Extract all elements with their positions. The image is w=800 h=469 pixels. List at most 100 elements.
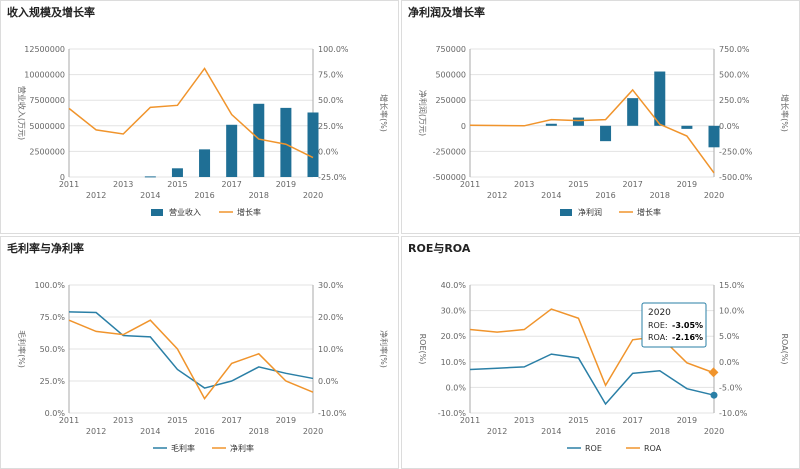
x-tick-label: 2011 — [460, 180, 480, 189]
left-tick-label: 7500000 — [29, 96, 65, 105]
bar — [572, 117, 584, 126]
right-axis-title: 增长率(%) — [379, 94, 389, 132]
x-tick-label: 2017 — [221, 416, 241, 425]
right-tick-label: 0.0% — [719, 358, 740, 367]
x-tick-label: 2020 — [303, 191, 323, 200]
net-profit-panel: 净利润及增长率 750000 500000 250000 0 -250000 -50000… — [401, 0, 800, 234]
x-tick-label: 2017 — [622, 416, 642, 425]
x-tick-label: 2013 — [514, 180, 534, 189]
right-tick-label: 50.0% — [318, 96, 344, 105]
x-tick-label: 2012 — [86, 427, 106, 436]
x-tick-label: 2014 — [541, 427, 561, 436]
bar — [545, 123, 557, 126]
x-tick-label: 2015 — [568, 416, 588, 425]
right-tick-label: 5.0% — [719, 332, 740, 341]
roe-point-marker — [710, 391, 718, 399]
right-tick-label: 0.0% — [318, 377, 339, 386]
x-tick-label: 2012 — [86, 191, 106, 200]
roa-point-marker — [708, 367, 719, 378]
x-tick-label: 2014 — [541, 191, 561, 200]
bar — [600, 125, 612, 142]
x-tick-label: 2014 — [140, 191, 160, 200]
right-tick-label: 250.0% — [719, 96, 750, 105]
bar — [708, 125, 720, 148]
bar — [627, 98, 639, 126]
tooltip-roe-value: -3.05% — [672, 321, 703, 330]
legend-label: 净利润 — [578, 207, 602, 217]
panel-title: 收入规模及增长率 — [7, 6, 95, 19]
series-line — [68, 311, 314, 389]
left-tick-label: 250000 — [435, 96, 466, 105]
x-tick-label: 2013 — [113, 180, 133, 189]
x-tick-label: 2020 — [704, 427, 724, 436]
margin-chart: 100.0% 75.0% 50.0% 25.0% 0.0% 30.0% 20.0% 10.0%… — [17, 281, 389, 453]
panel-title: ROE与ROA — [408, 242, 471, 255]
left-tick-label: 0.0% — [45, 409, 66, 418]
left-tick-label: 5000000 — [29, 122, 65, 131]
x-tick-label: 2013 — [514, 416, 534, 425]
legend-label: 增长率 — [237, 207, 261, 217]
bar — [171, 168, 183, 177]
left-tick-label: 500000 — [435, 71, 466, 80]
right-tick-label: 20.0% — [318, 313, 344, 322]
x-tick-label: 2020 — [303, 427, 323, 436]
x-tick-label: 2016 — [194, 427, 214, 436]
right-tick-label: 30.0% — [318, 281, 344, 290]
right-tick-label: 750.0% — [719, 45, 750, 54]
left-axis-title: ROE(%) — [418, 334, 427, 365]
legend-label: 增长率 — [637, 207, 661, 217]
left-tick-label: 12500000 — [24, 45, 65, 54]
revenue-growth-chart: 12500000 10000000 7500000 5000000 2500000 0 10… — [17, 45, 389, 217]
x-tick-label: 2019 — [677, 416, 697, 425]
series-line — [469, 88, 715, 174]
bar — [654, 71, 666, 126]
right-tick-label: 15.0% — [719, 281, 745, 290]
left-tick-label: 10.0% — [441, 358, 467, 367]
right-tick-label: 10.0% — [719, 307, 745, 316]
legend-label: 营业收入 — [169, 207, 201, 217]
tooltip-roa-value: -2.16% — [672, 333, 703, 342]
right-tick-label: 500.0% — [719, 71, 750, 80]
left-tick-label: 75.0% — [40, 313, 66, 322]
x-tick-label: 2011 — [59, 416, 79, 425]
right-tick-label: 0.0% — [719, 122, 740, 131]
x-tick-label: 2016 — [595, 427, 615, 436]
left-tick-label: 100.0% — [34, 281, 65, 290]
x-tick-label: 2019 — [276, 180, 296, 189]
legend-swatch — [560, 209, 572, 216]
x-tick-label: 2019 — [276, 416, 296, 425]
bar — [226, 124, 238, 177]
left-tick-label: 30.0% — [441, 307, 467, 316]
series-line — [68, 67, 314, 159]
x-tick-label: 2016 — [595, 191, 615, 200]
bar — [681, 125, 693, 129]
net-profit-growth-chart: 750000 500000 250000 0 -250000 -500000 750.0% 5… — [418, 45, 790, 217]
legend-label: 净利率 — [230, 443, 254, 453]
left-tick-label: 0 — [60, 173, 65, 182]
left-axis-title: 营业收入(万元) — [17, 86, 27, 140]
bar — [307, 112, 319, 177]
x-tick-label: 2016 — [194, 191, 214, 200]
left-axis-title: 毛利率(%) — [17, 330, 27, 368]
bar — [144, 176, 156, 178]
x-tick-label: 2011 — [460, 416, 480, 425]
legend-label: ROA — [644, 444, 662, 453]
right-tick-label: 10.0% — [318, 345, 344, 354]
left-tick-label: 40.0% — [441, 281, 467, 290]
right-axis-title: ROA(%) — [780, 333, 789, 364]
left-tick-label: -500000 — [433, 173, 466, 182]
right-tick-label: -500.0% — [719, 173, 753, 182]
left-tick-label: 50.0% — [40, 345, 66, 354]
right-axis-title: 净利率(%) — [379, 330, 389, 368]
tooltip-year: 2020 — [648, 308, 671, 318]
x-tick-label: 2018 — [249, 191, 269, 200]
left-tick-label: 20.0% — [441, 332, 467, 341]
x-tick-label: 2017 — [221, 180, 241, 189]
left-tick-label: 2500000 — [29, 147, 65, 156]
right-tick-label: -10.0% — [719, 409, 748, 418]
left-tick-label: -250000 — [433, 147, 466, 156]
x-tick-label: 2017 — [622, 180, 642, 189]
x-tick-label: 2018 — [650, 191, 670, 200]
right-tick-label: 25.0% — [318, 122, 344, 131]
right-tick-label: 75.0% — [318, 71, 344, 80]
